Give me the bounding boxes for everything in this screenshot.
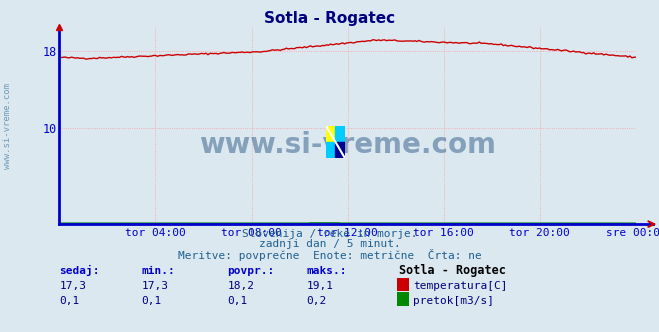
Text: Meritve: povprečne  Enote: metrične  Črta: ne: Meritve: povprečne Enote: metrične Črta:… [178, 249, 481, 261]
Bar [326, 126, 335, 142]
Text: 18,2: 18,2 [227, 281, 254, 291]
Text: www.si-vreme.com: www.si-vreme.com [199, 131, 496, 159]
Text: zadnji dan / 5 minut.: zadnji dan / 5 minut. [258, 239, 401, 249]
Text: 17,3: 17,3 [142, 281, 169, 291]
Text: min.:: min.: [142, 266, 175, 276]
Text: 0,1: 0,1 [59, 296, 80, 306]
Text: maks.:: maks.: [306, 266, 347, 276]
Text: sedaj:: sedaj: [59, 265, 100, 276]
Text: 19,1: 19,1 [306, 281, 333, 291]
Bar [326, 142, 335, 158]
Text: Slovenija / reke in morje.: Slovenija / reke in morje. [242, 229, 417, 239]
Text: povpr.:: povpr.: [227, 266, 275, 276]
Text: Sotla - Rogatec: Sotla - Rogatec [399, 264, 505, 277]
Text: 0,1: 0,1 [227, 296, 248, 306]
Text: 17,3: 17,3 [59, 281, 86, 291]
Text: 0,1: 0,1 [142, 296, 162, 306]
Bar [335, 142, 345, 158]
Text: pretok[m3/s]: pretok[m3/s] [413, 296, 494, 306]
Bar [335, 126, 345, 142]
Text: temperatura[C]: temperatura[C] [413, 281, 507, 291]
Text: 0,2: 0,2 [306, 296, 327, 306]
Text: www.si-vreme.com: www.si-vreme.com [3, 83, 13, 169]
Text: Sotla - Rogatec: Sotla - Rogatec [264, 11, 395, 26]
